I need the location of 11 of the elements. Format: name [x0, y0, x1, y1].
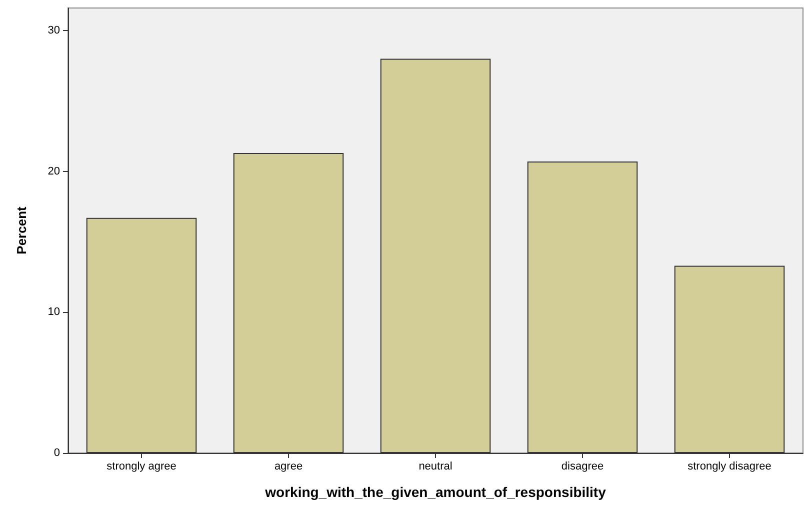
y-tick-label: 30 — [48, 24, 60, 37]
x-tick-label: neutral — [418, 460, 452, 472]
x-axis-title: working_with_the_given_amount_of_responsibility — [264, 484, 606, 500]
y-tick-label: 0 — [54, 447, 60, 459]
y-axis-title: Percent — [14, 206, 29, 254]
x-tick-label: agree — [274, 460, 303, 472]
x-tick-label: strongly disagree — [688, 460, 772, 472]
x-tick-label: strongly agree — [106, 460, 176, 472]
y-tick-label: 20 — [48, 165, 60, 178]
y-tick-label: 10 — [48, 306, 60, 318]
x-tick-label: disagree — [561, 460, 604, 472]
